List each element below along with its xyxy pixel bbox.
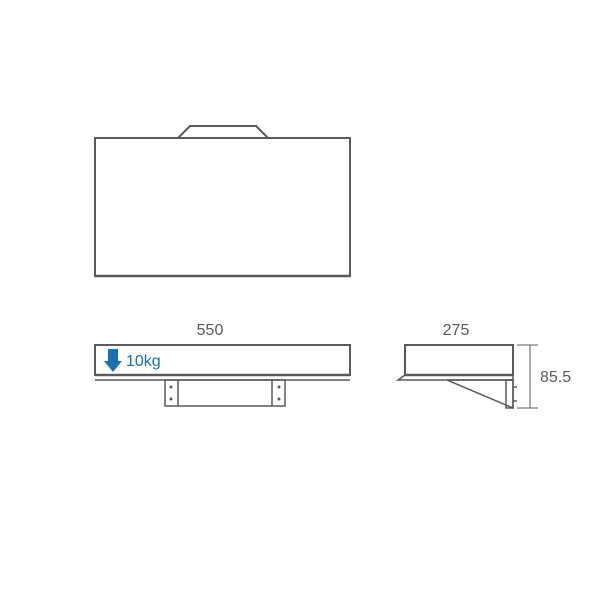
front-width-label: 550 [197,322,224,339]
dimension-drawing: 10kg 550 275 85.5 [0,0,600,600]
side-height-label: 85.5 [540,369,571,386]
front-view: 10kg 550 [95,322,350,406]
weight-indicator: 10kg [104,349,161,372]
side-view: 275 85.5 [398,322,571,408]
top-view [95,126,350,276]
side-bracket [447,380,517,408]
side-height-dimension: 85.5 [517,345,571,408]
weight-label: 10kg [126,353,161,370]
side-depth-label: 275 [443,322,470,339]
front-bracket [165,380,285,406]
